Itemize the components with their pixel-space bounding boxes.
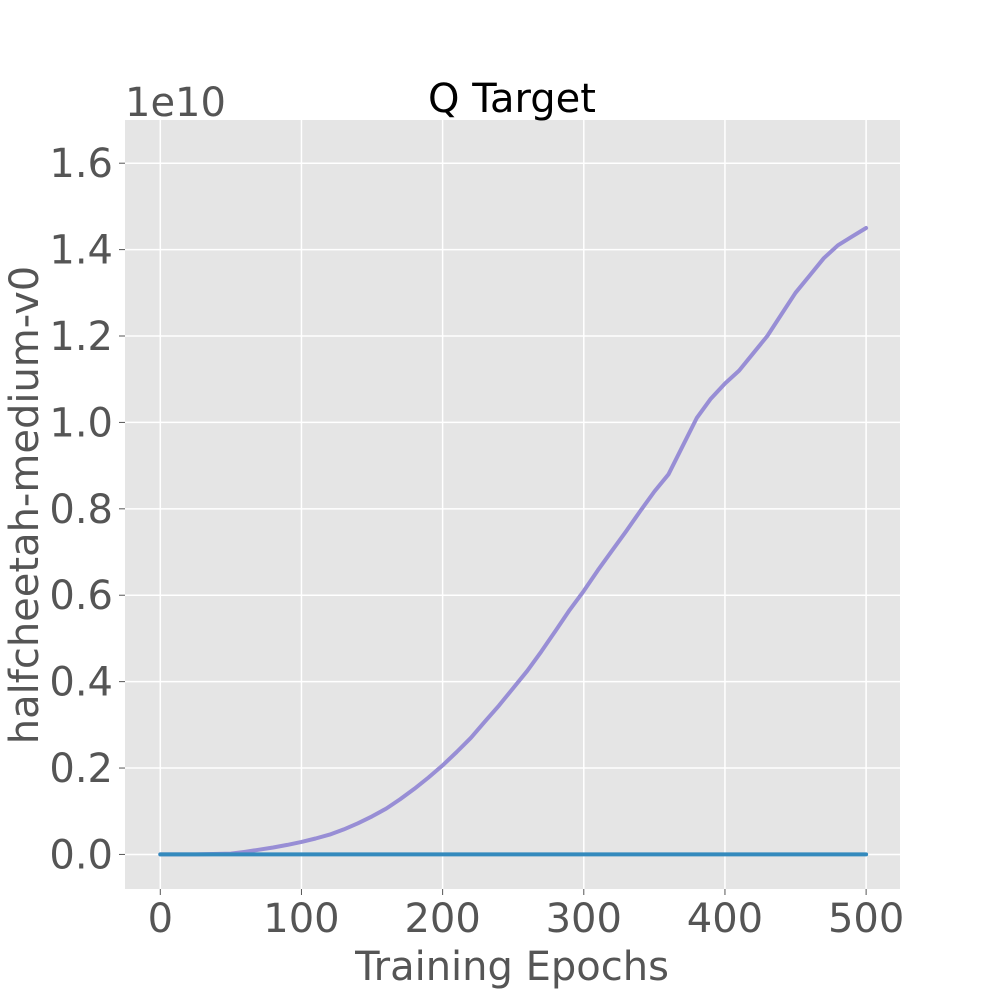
y-tick-label: 0.0 — [49, 832, 113, 878]
y-tick-label: 1.0 — [49, 400, 113, 446]
y-tick-label: 1.2 — [49, 314, 113, 360]
y-tick-label: 1.4 — [49, 228, 113, 274]
x-tick-label: 100 — [263, 896, 339, 942]
x-tick-label: 400 — [687, 896, 763, 942]
y-axis-ticks: 0.0 0.2 0.4 0.6 0.8 1.0 1.2 1.4 1.6 — [49, 141, 125, 878]
plot-background — [125, 120, 900, 889]
chart-title: Q Target — [428, 76, 596, 122]
y-offset-label: 1e10 — [125, 80, 226, 126]
y-tick-label: 0.4 — [49, 660, 113, 706]
x-tick-label: 0 — [148, 896, 173, 942]
y-axis-label: halfcheetah-medium-v0 — [2, 266, 48, 744]
y-tick-label: 0.6 — [49, 573, 113, 619]
x-axis-ticks: 0 100 200 300 400 500 — [148, 889, 904, 942]
y-tick-label: 1.6 — [49, 141, 113, 187]
x-tick-label: 500 — [828, 896, 904, 942]
series-layer — [158, 226, 869, 857]
x-tick-label: 200 — [404, 896, 480, 942]
x-tick-label: 300 — [546, 896, 622, 942]
y-tick-label: 0.8 — [49, 487, 113, 533]
grid — [125, 120, 900, 889]
y-tick-label: 0.2 — [49, 746, 113, 792]
series-line-1 — [158, 226, 869, 857]
x-axis-label: Training Epochs — [354, 944, 669, 990]
